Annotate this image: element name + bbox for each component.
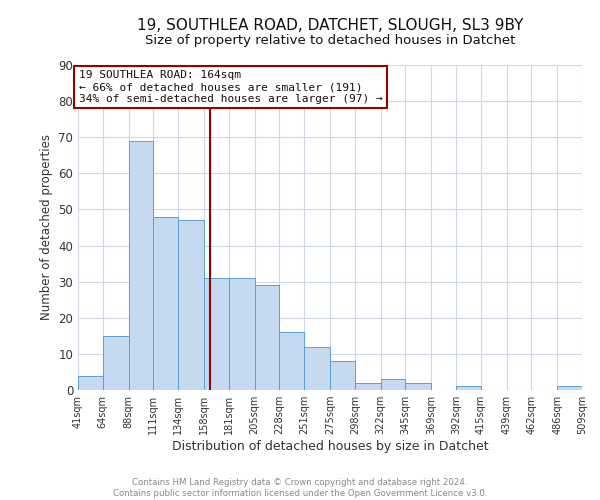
Bar	[178, 220, 204, 390]
Bar	[355, 383, 380, 390]
Bar	[229, 278, 254, 390]
Bar	[204, 278, 229, 390]
Text: 19, SOUTHLEA ROAD, DATCHET, SLOUGH, SL3 9BY: 19, SOUTHLEA ROAD, DATCHET, SLOUGH, SL3 …	[137, 18, 523, 32]
Bar	[406, 383, 431, 390]
Bar	[456, 386, 481, 390]
Bar	[304, 346, 330, 390]
Bar	[557, 386, 582, 390]
Text: Contains HM Land Registry data © Crown copyright and database right 2024.
Contai: Contains HM Land Registry data © Crown c…	[113, 478, 487, 498]
Bar	[78, 376, 103, 390]
Bar	[103, 336, 128, 390]
Bar	[280, 332, 304, 390]
Bar	[154, 216, 178, 390]
Text: Size of property relative to detached houses in Datchet: Size of property relative to detached ho…	[145, 34, 515, 47]
Bar	[380, 379, 406, 390]
Bar	[330, 361, 355, 390]
Bar	[254, 286, 280, 390]
Text: 19 SOUTHLEA ROAD: 164sqm
← 66% of detached houses are smaller (191)
34% of semi-: 19 SOUTHLEA ROAD: 164sqm ← 66% of detach…	[79, 70, 382, 104]
X-axis label: Distribution of detached houses by size in Datchet: Distribution of detached houses by size …	[172, 440, 488, 453]
Bar	[128, 141, 154, 390]
Y-axis label: Number of detached properties: Number of detached properties	[40, 134, 53, 320]
